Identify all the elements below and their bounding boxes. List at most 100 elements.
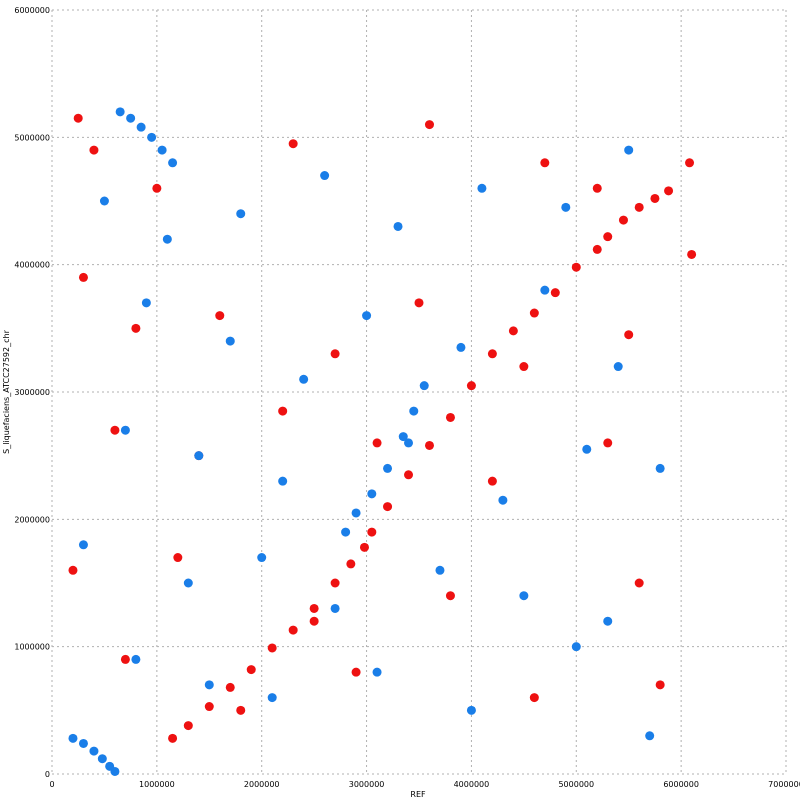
reverse-match-point: [655, 463, 665, 473]
y-tick-label: 0: [45, 770, 50, 779]
x-tick-label: 6000000: [663, 780, 699, 789]
forward-match-point: [445, 591, 455, 601]
forward-match-point: [550, 288, 560, 298]
forward-match-point: [110, 425, 120, 435]
reverse-match-point: [613, 362, 623, 372]
forward-match-point: [664, 186, 674, 196]
forward-match-point: [278, 406, 288, 416]
reverse-match-point: [131, 654, 141, 664]
reverse-match-point: [372, 667, 382, 677]
reverse-match-point: [330, 603, 340, 613]
grid: [51, 9, 787, 775]
forward-match-point: [487, 476, 497, 486]
forward-match-point: [359, 542, 369, 552]
forward-match-point: [508, 326, 518, 336]
reverse-match-point: [367, 489, 377, 499]
y-tick-label: 5000000: [14, 133, 50, 142]
reverse-match-point: [168, 158, 178, 168]
reverse-match-point: [409, 406, 419, 416]
reverse-match-point: [236, 209, 246, 219]
reverse-match-point: [97, 754, 107, 764]
forward-match-point: [204, 702, 214, 712]
reverse-match-point: [393, 221, 403, 231]
forward-match-point: [414, 298, 424, 308]
forward-match-point: [78, 272, 88, 282]
forward-match-point: [404, 470, 414, 480]
forward-match-point: [225, 682, 235, 692]
reverse-match-point: [78, 540, 88, 550]
forward-match-point: [351, 667, 361, 677]
reverse-match-point: [435, 565, 445, 575]
reverse-match-point: [561, 202, 571, 212]
reverse-match-point: [299, 374, 309, 384]
reverse-match-point: [68, 733, 78, 743]
forward-match-point: [655, 680, 665, 690]
reverse-match-point: [136, 122, 146, 132]
forward-match-point: [288, 625, 298, 635]
forward-match-point: [603, 232, 613, 242]
reverse-match-point: [477, 183, 487, 193]
x-tick-label: 0: [49, 780, 54, 789]
reverse-match-point: [404, 438, 414, 448]
reverse-match-point: [341, 527, 351, 537]
x-tick-label: 4000000: [454, 780, 490, 789]
reverse-match-point: [257, 553, 267, 563]
reverse-match-point: [110, 766, 120, 776]
forward-match-point: [634, 202, 644, 212]
reverse-match-point: [99, 196, 109, 206]
forward-match-point: [424, 440, 434, 450]
reverse-match-point: [162, 234, 172, 244]
forward-match-point: [215, 311, 225, 321]
reverse-match-point: [498, 495, 508, 505]
forward-match-point: [571, 262, 581, 272]
reverse-match-point: [78, 738, 88, 748]
reverse-match-point: [225, 336, 235, 346]
forward-match-point: [309, 603, 319, 613]
forward-match-point: [267, 643, 277, 653]
forward-match-point: [168, 733, 178, 743]
reverse-match-point: [157, 145, 167, 155]
reverse-match-point: [582, 444, 592, 454]
forward-match-point: [650, 193, 660, 203]
reverse-match-point: [194, 451, 204, 461]
forward-match-point: [246, 665, 256, 675]
forward-match-point: [152, 183, 162, 193]
forward-match-point: [367, 527, 377, 537]
forward-match-point: [624, 330, 634, 340]
reverse-match-point: [466, 705, 476, 715]
reverse-match-point: [456, 342, 466, 352]
reverse-match-point: [278, 476, 288, 486]
x-axis-label: REF: [410, 790, 426, 799]
reverse-match-point: [383, 463, 393, 473]
forward-match-point: [73, 113, 83, 123]
y-axis-ticks: 0 1000000 2000000 3000000 4000000 5000000 6000…: [14, 6, 50, 779]
forward-match-point: [346, 559, 356, 569]
reverse-match-point: [147, 132, 157, 142]
y-tick-label: 4000000: [14, 261, 50, 270]
x-tick-label: 1000000: [139, 780, 175, 789]
forward-match-point: [685, 158, 695, 168]
forward-match-point: [618, 215, 628, 225]
reverse-match-point: [120, 425, 130, 435]
reverse-match-point: [540, 285, 550, 295]
forward-match-point: [120, 654, 130, 664]
forward-match-point: [173, 553, 183, 563]
reverse-match-point: [519, 591, 529, 601]
forward-match-point: [466, 381, 476, 391]
x-tick-label: 5000000: [558, 780, 594, 789]
forward-match-point: [634, 578, 644, 588]
forward-match-point: [330, 349, 340, 359]
x-axis-ticks: 0 1000000 2000000 3000000 4000000 5000000 6000…: [49, 780, 800, 789]
reverse-match-point: [126, 113, 136, 123]
forward-match-point: [529, 693, 539, 703]
forward-match-point: [603, 438, 613, 448]
forward-match-point: [68, 565, 78, 575]
forward-match-point: [372, 438, 382, 448]
reverse-match-point: [267, 693, 277, 703]
x-tick-label: 3000000: [349, 780, 385, 789]
y-tick-label: 1000000: [14, 643, 50, 652]
data-points: [68, 107, 697, 776]
reverse-match-point: [624, 145, 634, 155]
